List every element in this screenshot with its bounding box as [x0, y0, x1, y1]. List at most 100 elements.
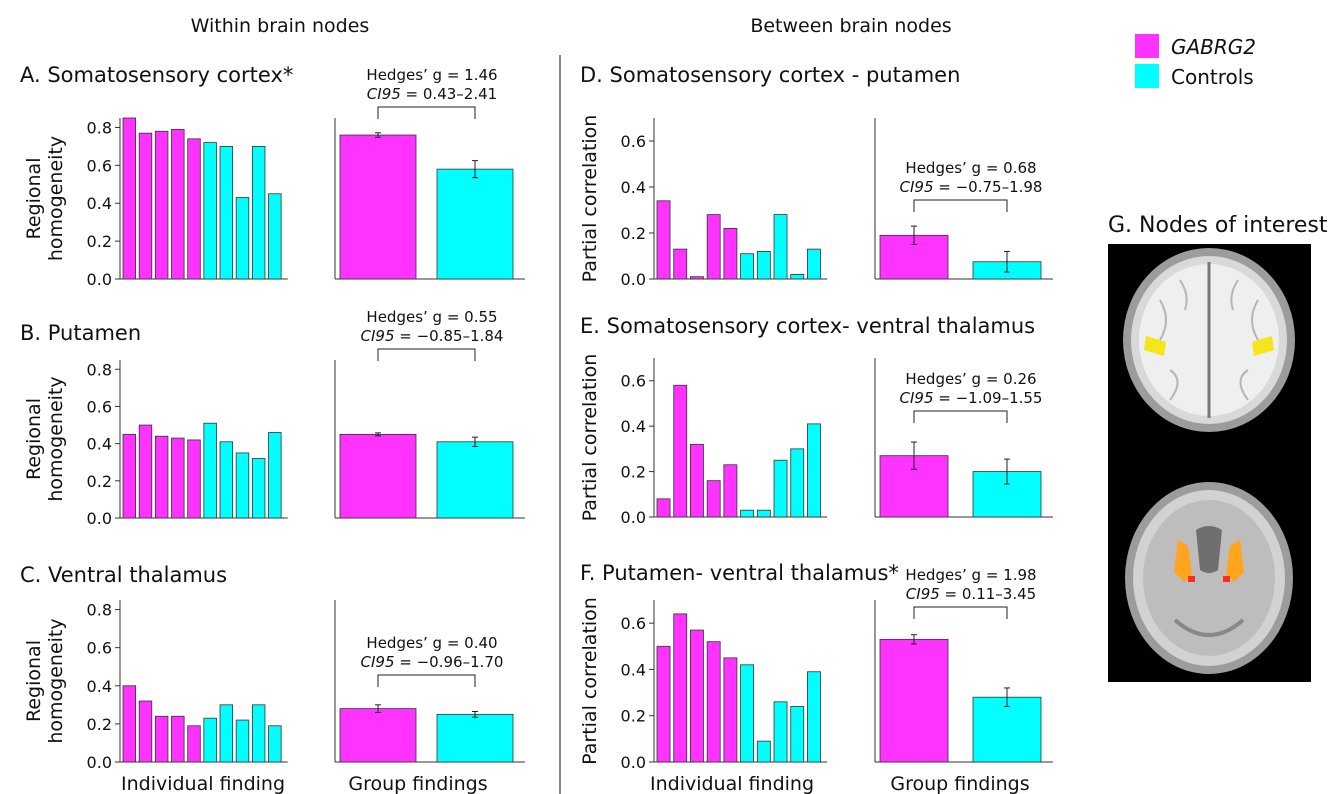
panel-f-group-bar-controls	[972, 696, 1042, 763]
panel-f-ytick-label: 0.4	[621, 660, 646, 679]
panel-a-title: A. Somatosensory cortex*	[20, 63, 293, 87]
panel-a-ytick-label: 0.2	[87, 232, 112, 251]
panel-a-individual-bar	[171, 128, 185, 280]
panel-e-individual-bar	[773, 459, 788, 518]
panel-f-individual-bar	[740, 664, 755, 763]
panel-f-hedges-g: Hedges’ g = 1.98	[905, 566, 1036, 584]
panel-c-individual-bar	[154, 715, 169, 763]
panel-d-individual-bar	[656, 200, 671, 280]
panel-a-individual-bar	[268, 193, 282, 280]
panel-c-ytick-label: 0.4	[87, 677, 112, 696]
panel-b-individual-bar	[122, 433, 137, 519]
panel-b-ytick-label: 0.2	[87, 472, 112, 491]
panel-b-title: B. Putamen	[20, 321, 141, 345]
panel-e-ytick-label: 0.4	[621, 417, 646, 436]
overlay-thalamus-left	[1188, 576, 1195, 582]
panel-f-ci95: CI95 = 0.11–3.45	[906, 585, 1036, 603]
panel-b-individual-bar	[171, 437, 185, 519]
panel-a-ylabel: homogeneity	[45, 136, 67, 261]
panel-a-ci95: CI95 = 0.43–2.41	[367, 85, 497, 103]
brain-panel: G. Nodes of interest	[1108, 213, 1328, 682]
panel-d-title: D. Somatosensory cortex - putamen	[580, 63, 960, 87]
panel-a-individual-bar	[122, 117, 137, 280]
panel-f-group-bar-gabrg2	[879, 638, 949, 763]
panel-e-ci95: CI95 = −1.09–1.55	[900, 389, 1043, 407]
panel-a-ytick-label: 0.6	[87, 156, 112, 175]
panel-e-significance-bracket	[913, 410, 1008, 423]
panel-b-individual-bar	[138, 424, 153, 519]
panel-c-individual-bar	[203, 717, 217, 763]
panel-a-individual-bar	[251, 146, 266, 280]
panel-c-individual-bar	[171, 715, 185, 763]
overlay-putamen-right	[1226, 540, 1244, 582]
panel-f-individual-bar	[706, 641, 721, 763]
panel-b-hedges-g: Hedges’ g = 0.55	[366, 308, 497, 326]
panel-f-individual-bar	[673, 613, 688, 763]
panel-b-individual-bar	[219, 441, 234, 519]
panel-e-individual-bar	[790, 448, 805, 518]
panel-c-ci95: CI95 = −0.96–1.70	[361, 653, 504, 671]
panel-a-individual-bar	[203, 142, 217, 280]
panel-d-hedges-g: Hedges’ g = 0.68	[905, 159, 1036, 177]
panel-d-ytick-label: 0.6	[621, 132, 646, 151]
panel-d-individual-bar	[690, 276, 704, 280]
panel-f-ytick-label: 0.6	[621, 614, 646, 633]
panel-e-title: E. Somatosensory cortex- ventral thalamu…	[580, 314, 1035, 338]
panel-b-individual-bar	[268, 432, 282, 519]
panel-a-ytick-label: 0.8	[87, 118, 112, 137]
legend-label-gabrg2: GABRG2	[1171, 35, 1256, 59]
panel-f-title: F. Putamen- ventral thalamus*	[580, 561, 899, 585]
panel-c-individual-bar	[138, 700, 153, 763]
panel-f-ytick-label: 0.0	[621, 753, 646, 772]
panel-b-significance-bracket	[377, 348, 476, 361]
panel-d-individual-bar	[740, 253, 755, 280]
panel-c-significance-bracket	[377, 674, 476, 687]
panel-b-individual-bar	[203, 422, 217, 519]
xlabel-individual-left: Individual finding	[121, 773, 285, 794]
panel-e-individual-bar	[756, 509, 771, 518]
panel-c-group-bar-controls	[436, 713, 514, 763]
panel-a-individual-bar	[219, 146, 234, 280]
xlabel-group-left: Group findings	[348, 773, 487, 794]
panel-f-individual-bar	[807, 671, 821, 763]
panel-b-individual-bar	[235, 452, 250, 519]
brain-panel-title: G. Nodes of interest	[1108, 213, 1328, 238]
panel-f-ytick-label: 0.2	[621, 707, 646, 726]
chart-panels: A. Somatosensory cortex*Regional homogene…	[20, 63, 1053, 772]
panel-c-individual-bar	[219, 704, 234, 763]
panel-c-ytick-label: 0.6	[87, 639, 112, 658]
header-between: Between brain nodes	[750, 15, 951, 37]
panel-a-individual-bar	[154, 130, 169, 280]
panel-a-group-bar-controls	[436, 168, 514, 280]
panel-f-individual-bar	[790, 706, 805, 763]
legend-swatch-gabrg2	[1135, 34, 1159, 58]
panel-d-individual-bar	[807, 248, 821, 280]
panel-b-group-bar-controls	[436, 441, 514, 519]
panel-e-hedges-g: Hedges’ g = 0.26	[905, 370, 1036, 388]
header-within: Within brain nodes	[191, 15, 370, 37]
panel-b-ylabel: Regional	[23, 398, 45, 480]
panel-c-hedges-g: Hedges’ g = 0.40	[366, 634, 497, 652]
panel-a-individual-bar	[138, 132, 153, 280]
panel-c-individual-bar	[187, 725, 201, 763]
legend: GABRG2 Controls	[1135, 34, 1256, 89]
panel-d-individual-bar	[773, 214, 788, 280]
panel-b-ci95: CI95 = −0.85–1.84	[361, 327, 504, 345]
panel-c-ylabel: Regional	[23, 640, 45, 722]
panel-a-group-bar-gabrg2	[339, 134, 417, 280]
panel-d-ylabel: Partial correlation	[579, 115, 601, 283]
panel-b-ylabel: homogeneity	[45, 376, 67, 501]
panel-c-ytick-label: 0.0	[87, 753, 112, 772]
panel-b-ytick-label: 0.0	[87, 509, 112, 528]
panel-b-individual-bar	[154, 435, 169, 519]
panel-c-individual-bar	[235, 719, 250, 763]
panel-f-individual-bar	[690, 629, 704, 763]
panel-f-individual-bar	[656, 645, 671, 763]
panel-e-individual-bar	[723, 464, 738, 518]
panel-c-ytick-label: 0.2	[87, 715, 112, 734]
panel-e-individual-bar	[656, 498, 671, 518]
panel-a-significance-bracket	[377, 106, 476, 119]
panel-b-ytick-label: 0.8	[87, 360, 112, 379]
xlabel-group-right: Group findings	[890, 773, 1029, 794]
panel-c-ylabel: homogeneity	[45, 618, 67, 743]
